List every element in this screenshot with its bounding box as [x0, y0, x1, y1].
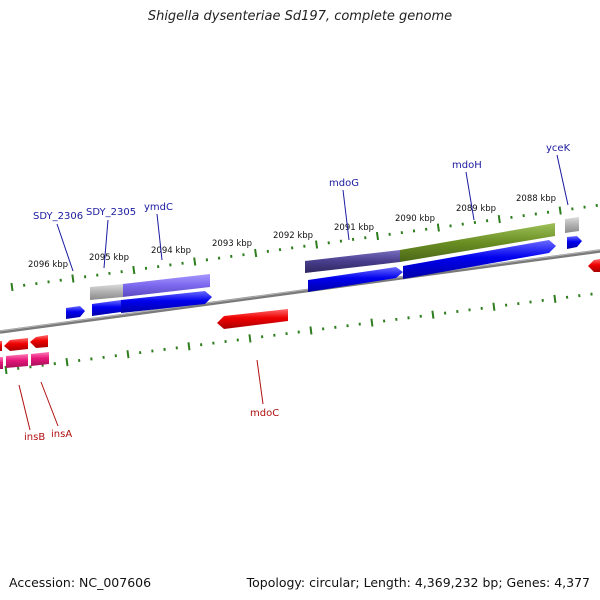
scale-label: 2092 kbp: [273, 231, 313, 241]
gene-label-insa: insA: [51, 429, 72, 440]
backbone-highlight: [0, 249, 600, 332]
forward-genes: [66, 236, 582, 319]
gene-label-mdoc: mdoC: [250, 408, 279, 419]
leader-ycek: [556, 154, 569, 206]
major-tick: [187, 342, 191, 351]
major-tick: [248, 334, 252, 343]
map-title: Shigella dysenteriae Sd197, complete gen…: [147, 9, 453, 24]
gene-label-ycek: yceK: [546, 143, 571, 154]
reverse-genes: [0, 259, 600, 369]
major-tick: [132, 265, 136, 275]
major-tick: [497, 214, 501, 224]
major-tick: [375, 231, 380, 241]
scale-label: 2088 kbp: [516, 194, 556, 204]
cog-bars: [90, 217, 579, 300]
accession-text: Accession: NC_007606: [9, 575, 152, 590]
leader-sdy2306: [56, 223, 74, 272]
gene-label-mdoh: mdoH: [452, 160, 482, 171]
major-tick: [65, 357, 69, 367]
major-tick: [309, 326, 313, 335]
genome-summary-text: Topology: circular; Length: 4,369,232 bp…: [246, 575, 590, 590]
leader-insb: [18, 384, 31, 431]
scale-label: 2095 kbp: [89, 253, 129, 263]
gene-label-insb: insB: [24, 432, 45, 443]
gene-label-mdog: mdoG: [329, 178, 359, 189]
gene-partial-red-left: [0, 341, 2, 351]
major-tick: [254, 248, 258, 258]
gene-partial-red-right: [588, 259, 600, 272]
major-tick: [193, 257, 197, 266]
scale-label: 2094 kbp: [151, 246, 191, 256]
scale-label: 2090 kbp: [395, 214, 435, 224]
gene-labels: SDY_2306 SDY_2305 ymdC mdoG mdoH yceK md…: [24, 143, 571, 443]
gene-sdy2305: [92, 300, 121, 316]
label-leaders: [18, 154, 569, 431]
gene-mdoh: [403, 240, 556, 279]
major-tick: [558, 206, 562, 215]
leader-mdoh: [465, 171, 475, 221]
major-tick: [10, 282, 14, 292]
major-tick: [492, 302, 496, 311]
scale-ticks-inner: [4, 292, 593, 375]
major-tick: [431, 310, 435, 319]
leader-ymdc: [156, 213, 163, 261]
major-tick: [4, 365, 8, 375]
cog-bar-pink: [6, 354, 28, 368]
leader-sdy2305: [103, 219, 109, 269]
major-tick: [315, 240, 319, 249]
cog-bar-gray: [565, 217, 579, 233]
cog-bar-pink-partial: [0, 357, 3, 369]
genome-backbone: [0, 249, 600, 334]
gene-ymdc: [121, 291, 212, 313]
major-tick: [436, 223, 440, 232]
scale-labels: 2096 kbp 2095 kbp 2094 kbp 2093 kbp 2092…: [28, 194, 556, 270]
gene-insb: [4, 338, 28, 351]
scale-label: 2093 kbp: [212, 239, 252, 249]
scale-ticks-outer: [10, 203, 598, 292]
cog-bar-olive: [400, 223, 555, 262]
gene-mdog: [308, 267, 403, 292]
leader-mdoc: [256, 359, 264, 405]
gene-label-sdy2305: SDY_2305: [86, 207, 136, 218]
leader-insa: [40, 381, 59, 427]
scale-label: 2089 kbp: [456, 204, 496, 214]
scale-label: 2091 kbp: [334, 223, 374, 233]
cog-bar-darkslate: [305, 250, 400, 273]
gene-mdoc: [217, 309, 288, 329]
gene-insa: [30, 335, 48, 348]
scale-label: 2096 kbp: [28, 260, 68, 270]
cog-bar-gray: [90, 284, 123, 300]
gene-ycek: [567, 236, 582, 249]
leader-mdog: [342, 189, 350, 241]
cog-bar-violet: [123, 274, 210, 297]
major-tick: [126, 350, 130, 359]
gene-sdy2306: [66, 306, 85, 319]
cog-bar-pink: [31, 352, 49, 366]
major-tick: [71, 274, 75, 283]
gene-label-ymdc: ymdC: [144, 202, 173, 213]
gene-label-sdy2306: SDY_2306: [33, 211, 83, 222]
major-tick: [370, 318, 374, 327]
major-tick: [553, 294, 557, 303]
